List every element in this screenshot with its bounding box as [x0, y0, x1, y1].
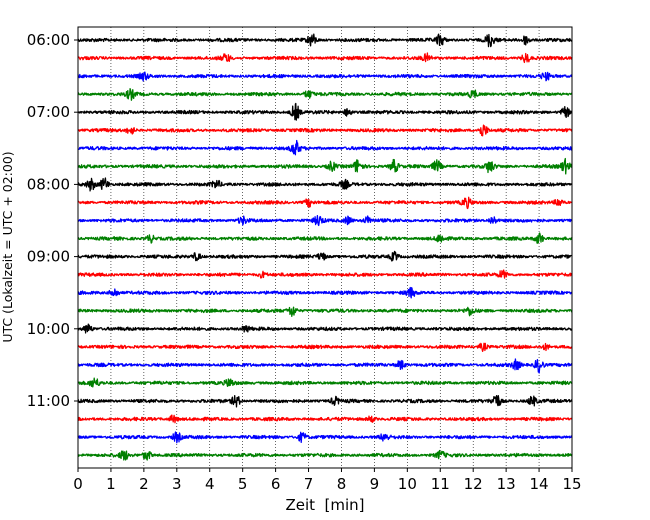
y-tick-label-1: 07:00	[27, 103, 70, 121]
x-tick-label-8: 8	[337, 475, 347, 493]
x-tick-label-7: 7	[304, 475, 314, 493]
trace-23	[77, 431, 573, 444]
trace-24	[77, 449, 573, 461]
x-tick-label-15: 15	[562, 475, 581, 493]
trace-6	[77, 124, 573, 137]
y-tick-label-2: 08:00	[27, 175, 70, 193]
trace-1	[77, 33, 573, 48]
x-tick-label-0: 0	[73, 475, 83, 493]
trace-14	[77, 269, 573, 279]
y-axis-label: UTC (Lokalzeit = UTC + 02:00)	[0, 151, 15, 342]
trace-12	[77, 232, 573, 244]
trace-4	[77, 88, 573, 101]
y-axis-ticks: 06:00 07:00 08:00 09:00 10:00 11:00	[27, 31, 78, 410]
x-tick-label-1: 1	[106, 475, 116, 493]
y-tick-label-0: 06:00	[27, 31, 70, 49]
y-tick-label-4: 10:00	[27, 320, 70, 338]
x-axis-ticks: 0 1 2 3 4 5 6 7 8 9 10 11 12 13 14 15	[73, 468, 582, 493]
x-tick-label-12: 12	[464, 475, 483, 493]
x-tick-label-6: 6	[271, 475, 281, 493]
x-tick-label-10: 10	[398, 475, 417, 493]
x-axis-label: Zeit [min]	[285, 496, 364, 514]
y-tick-label-5: 11:00	[27, 392, 70, 410]
x-tick-label-5: 5	[238, 475, 248, 493]
y-tick-label-3: 09:00	[27, 248, 70, 266]
plot-background	[78, 27, 572, 468]
x-tick-label-13: 13	[497, 475, 516, 493]
x-tick-label-14: 14	[530, 475, 549, 493]
trace-16	[77, 306, 573, 317]
plot-frame	[77, 26, 573, 469]
trace-11	[77, 214, 573, 227]
x-tick-label-9: 9	[370, 475, 380, 493]
trace-3	[77, 71, 573, 82]
trace-9	[77, 177, 573, 192]
trace-22	[77, 414, 573, 424]
trace-10	[77, 196, 573, 210]
trace-20	[77, 377, 573, 388]
trace-15	[77, 286, 573, 299]
trace-2	[77, 52, 573, 64]
x-tick-label-4: 4	[205, 475, 215, 493]
trace-8	[77, 157, 573, 175]
x-tick-label-3: 3	[172, 475, 182, 493]
trace-13	[77, 250, 573, 262]
trace-18	[77, 342, 573, 353]
trace-19	[77, 358, 573, 374]
trace-7	[77, 139, 573, 156]
trace-5	[77, 102, 573, 121]
trace-21	[77, 394, 573, 408]
seismogram-traces	[77, 33, 573, 461]
trace-17	[77, 323, 573, 334]
x-tick-label-11: 11	[431, 475, 450, 493]
x-tick-label-2: 2	[139, 475, 149, 493]
